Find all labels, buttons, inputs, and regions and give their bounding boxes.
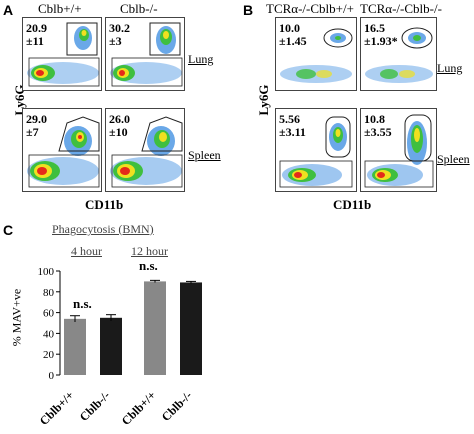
- panel-a-col1-header: Cblb+/+: [38, 1, 82, 16]
- panel-b-xlabel: CD11b: [333, 197, 372, 212]
- ns-label-4h: n.s.: [73, 296, 92, 311]
- flow-plot-svg: [110, 22, 183, 87]
- flow-plot-svg: [27, 22, 100, 87]
- panel-a-lung-ko-plot: 30.2 ±3: [105, 17, 185, 91]
- group-label-12h: 12 hour: [131, 244, 168, 258]
- panel-b-lung-ko-plot: 16.5 ±1.93*: [360, 17, 437, 91]
- panel-a-spleen-label: Spleen: [188, 148, 221, 162]
- flow-plot-svg: [280, 28, 353, 83]
- panel-b-spleen-wt-pct: 5.56 ±3.11: [279, 112, 306, 139]
- panel-b-ylabel: Ly6G: [256, 84, 271, 116]
- panel-a-lung-ko-pct: 30.2 ±3: [109, 21, 130, 48]
- bar: [144, 281, 166, 375]
- panel-b-spleen-label: Spleen: [437, 152, 470, 166]
- y-tick-label: 40: [43, 328, 55, 340]
- panel-a-xlabel: CD11b: [85, 197, 124, 212]
- bar: [180, 282, 202, 375]
- panel-b-lung-wt-plot: 10.0 ±1.45: [275, 17, 357, 91]
- panel-a-lung-wt-pct: 20.9 ±11: [26, 21, 47, 48]
- panel-b-lung-ko-pct: 16.5 ±1.93*: [364, 21, 398, 48]
- panel-b-spleen-ko-pct: 10.8 ±3.55: [364, 112, 392, 139]
- chart-ylabel: % MAV+ve: [9, 288, 24, 347]
- y-tick-label: 80: [43, 287, 55, 299]
- chart-title: Phagocytosis (BMN): [52, 222, 154, 236]
- panel-b-spleen-ko-plot: 10.8 ±3.55: [360, 108, 437, 192]
- panel-a-spleen-wt-plot: 29.0 ±7: [22, 108, 102, 192]
- bar: [64, 318, 86, 375]
- panel-b-letter: B: [243, 2, 254, 18]
- y-tick-label: 20: [43, 349, 55, 361]
- flow-plot-svg: [365, 27, 433, 83]
- panel-a-col2-header: Cblb-/-: [120, 1, 158, 16]
- panel-b-lung-wt-pct: 10.0 ±1.45: [279, 21, 307, 48]
- group-label-4h: 4 hour: [71, 244, 102, 258]
- panel-a-letter: A: [3, 2, 14, 18]
- panel-a-spleen-wt-pct: 29.0 ±7: [26, 112, 47, 139]
- flow-plot-svg: [364, 114, 434, 188]
- flow-plot-svg: [110, 116, 183, 188]
- bar: [100, 317, 122, 375]
- panel-b-col2-header: TCRα-/-Cblb-/-: [360, 1, 442, 16]
- ns-label-12h: n.s.: [139, 258, 158, 273]
- panel-a-lung-label: Lung: [188, 52, 214, 66]
- y-tick-label: 0: [49, 370, 55, 382]
- y-tick-label: 60: [43, 308, 55, 320]
- y-tick-label: 100: [38, 266, 55, 278]
- flow-plot-svg: [279, 116, 353, 188]
- panel-a-spleen-ko-plot: 26.0 ±10: [105, 108, 185, 192]
- panel-c-letter: C: [3, 222, 14, 238]
- bar-chart: 0 20 40 60 80 100: [38, 266, 202, 382]
- panel-b-lung-label: Lung: [437, 61, 463, 75]
- panel-b-col1-header: TCRα-/-Cblb+/+: [266, 1, 354, 16]
- panel-a-lung-wt-plot: 20.9 ±11: [22, 17, 102, 91]
- panel-b-spleen-wt-plot: 5.56 ±3.11: [275, 108, 357, 192]
- flow-plot-svg: [27, 116, 100, 188]
- panel-a-spleen-ko-pct: 26.0 ±10: [109, 112, 130, 139]
